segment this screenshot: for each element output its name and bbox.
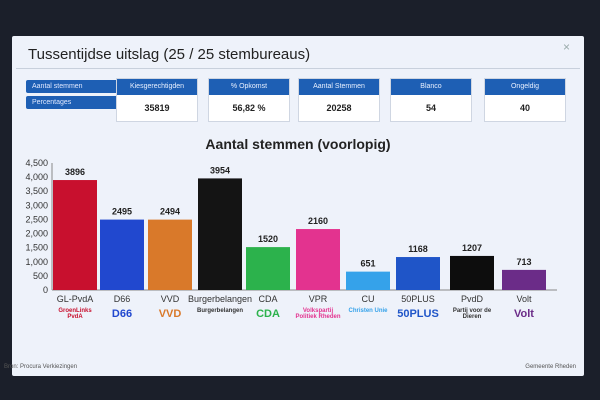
page-title: Tussentijdse uitslag (25 / 25 stembureau… bbox=[28, 46, 311, 63]
bar-burgerbelangen bbox=[198, 178, 242, 290]
data-label: 1520 bbox=[258, 234, 278, 244]
bar-pvdd bbox=[450, 255, 494, 290]
x-tick-label: Volt bbox=[516, 294, 532, 304]
close-icon[interactable]: × bbox=[562, 40, 570, 54]
results-panel: Tussentijdse uitslag (25 / 25 stembureau… bbox=[4, 36, 584, 376]
y-tick-label: 1,500 bbox=[25, 243, 48, 253]
bar-chart: 0 500 1,000 1,500 2,000 2,500 3,000 3,500 4,000 4… bbox=[25, 158, 557, 304]
stat-votes: Aantal Stemmen 20258 bbox=[298, 78, 380, 122]
stat-label: Ongeldig bbox=[485, 79, 565, 95]
stat-value: 56,82 % bbox=[232, 103, 266, 113]
stat-value: 40 bbox=[519, 103, 530, 113]
data-label: 1207 bbox=[462, 243, 482, 253]
stat-value: 35819 bbox=[144, 103, 170, 113]
y-tick-label: 3,500 bbox=[25, 186, 48, 196]
data-label: 2494 bbox=[160, 207, 180, 217]
y-tick-label: 1,000 bbox=[25, 257, 48, 267]
bar-volt bbox=[502, 269, 546, 290]
party-logo: Burgerbelangen bbox=[196, 308, 243, 314]
bar-vvd bbox=[148, 219, 192, 290]
x-tick-label: Burgerbelangen bbox=[188, 294, 252, 304]
y-tick-label: 4,000 bbox=[25, 172, 48, 182]
bar-cu bbox=[346, 271, 390, 290]
stat-label: Aantal Stemmen bbox=[299, 79, 379, 95]
bar-vpr bbox=[296, 229, 340, 290]
view-percentages-button[interactable]: Percentages bbox=[26, 96, 122, 109]
bar-cda bbox=[246, 247, 290, 290]
x-tick-label: CDA bbox=[258, 294, 277, 304]
x-tick-label: CU bbox=[362, 294, 375, 304]
data-label: 3896 bbox=[65, 167, 85, 177]
data-label: 651 bbox=[360, 259, 375, 269]
footer-source: Bron: Procura Verkiezingen bbox=[4, 364, 78, 370]
stat-value: 54 bbox=[425, 103, 436, 113]
data-label: 713 bbox=[516, 257, 531, 267]
x-tick-label: VPR bbox=[309, 294, 328, 304]
stat-value: 20258 bbox=[326, 103, 352, 113]
stat-blank: Blanco 54 bbox=[390, 78, 472, 122]
y-tick-label: 2,500 bbox=[25, 214, 48, 224]
stat-label: Kiesgerechtigden bbox=[117, 79, 197, 95]
party-logo: D66 bbox=[111, 308, 133, 320]
view-votes-button[interactable]: Aantal stemmen bbox=[26, 80, 122, 93]
x-tick-label: VVD bbox=[161, 294, 180, 304]
stat-eligible: Kiesgerechtigden 35819 bbox=[116, 78, 198, 122]
bar-50plus bbox=[396, 257, 440, 290]
x-tick-label: GL-PvdA bbox=[57, 294, 94, 304]
x-tick-label: 50PLUS bbox=[401, 294, 435, 304]
divider bbox=[16, 68, 580, 69]
y-tick-label: 4,500 bbox=[25, 158, 48, 168]
y-tick-label: 3,000 bbox=[25, 200, 48, 210]
bar-gl-pvda bbox=[53, 180, 97, 290]
data-label: 2160 bbox=[308, 216, 328, 226]
party-logo: 50PLUS bbox=[397, 308, 439, 320]
chart-title: Aantal stemmen (voorlopig) bbox=[205, 136, 391, 152]
y-tick-label: 2,000 bbox=[25, 229, 48, 239]
stat-label: % Opkomst bbox=[209, 79, 289, 95]
data-label: 1168 bbox=[408, 244, 428, 254]
stat-label: Blanco bbox=[391, 79, 471, 95]
party-logo: Christen Unie bbox=[348, 308, 388, 314]
party-logo: Volkspartij Politiek Rheden bbox=[295, 308, 341, 320]
party-logo: GroenLinks PvdA bbox=[58, 308, 92, 320]
y-tick-label: 0 bbox=[43, 285, 48, 295]
party-logo: Volt bbox=[514, 308, 534, 320]
data-label: 2495 bbox=[112, 207, 132, 217]
stat-invalid: Ongeldig 40 bbox=[484, 78, 566, 122]
party-logo: CDA bbox=[256, 308, 280, 320]
y-tick-label: 500 bbox=[33, 271, 48, 281]
footer-municipality: Gemeente Rheden bbox=[525, 364, 576, 370]
bar-d66 bbox=[100, 219, 144, 290]
x-tick-label: PvdD bbox=[461, 294, 484, 304]
data-label: 3954 bbox=[210, 165, 230, 175]
party-logo: Partij voor de Dieren bbox=[452, 308, 492, 320]
x-tick-label: D66 bbox=[114, 294, 131, 304]
stat-turnout: % Opkomst 56,82 % bbox=[208, 78, 290, 122]
party-logo: VVD bbox=[158, 308, 182, 320]
